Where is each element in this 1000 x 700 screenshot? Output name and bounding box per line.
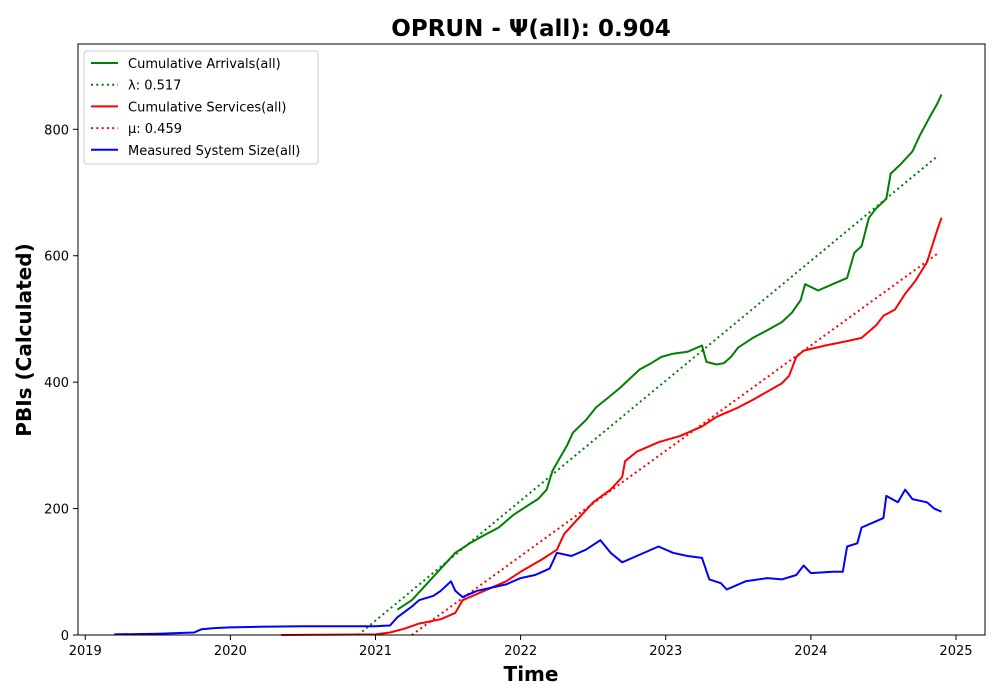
- x-axis: 2019 2020 2021 2022 2023 2024 2025: [69, 635, 973, 659]
- legend: Cumulative Arrivals(all) λ: 0.517 Cumulati…: [83, 50, 319, 165]
- x-tick-label-6: 2025: [939, 644, 972, 659]
- y-axis: 0 200 400 600 800: [44, 123, 78, 644]
- x-tick-label-5: 2024: [794, 644, 827, 659]
- series-layer: [114, 94, 943, 636]
- x-tick-label-4: 2023: [649, 644, 682, 659]
- series-line-0: [396, 94, 943, 611]
- y-axis-title: PBIs (Calculated): [12, 243, 36, 436]
- x-tick-label-0: 2019: [69, 644, 102, 659]
- y-tick-label-1: 200: [44, 503, 69, 518]
- series-line-3: [411, 253, 938, 636]
- series-line-4: [114, 488, 942, 636]
- x-axis-title: Time: [504, 662, 559, 686]
- x-tick-label-2: 2021: [359, 644, 392, 659]
- series-line-2: [281, 217, 943, 636]
- y-tick-label-0: 0: [61, 629, 69, 644]
- y-tick-label-3: 600: [44, 250, 69, 265]
- x-tick-label-3: 2022: [504, 644, 537, 659]
- chart-title: OPRUN - Ψ(all): 0.904: [391, 16, 670, 42]
- series-line-1: [357, 155, 938, 636]
- legend-label-3: μ: 0.459: [128, 122, 182, 137]
- y-tick-label-4: 800: [44, 123, 69, 138]
- legend-frame: [83, 50, 319, 165]
- y-tick-label-2: 400: [44, 376, 69, 391]
- x-tick-label-1: 2020: [214, 644, 247, 659]
- plot-area-frame: [77, 43, 986, 636]
- legend-label-4: Measured System Size(all): [128, 144, 300, 159]
- legend-label-0: Cumulative Arrivals(all): [128, 57, 281, 72]
- legend-label-1: λ: 0.517: [128, 79, 181, 94]
- legend-label-2: Cumulative Services(all): [128, 100, 286, 115]
